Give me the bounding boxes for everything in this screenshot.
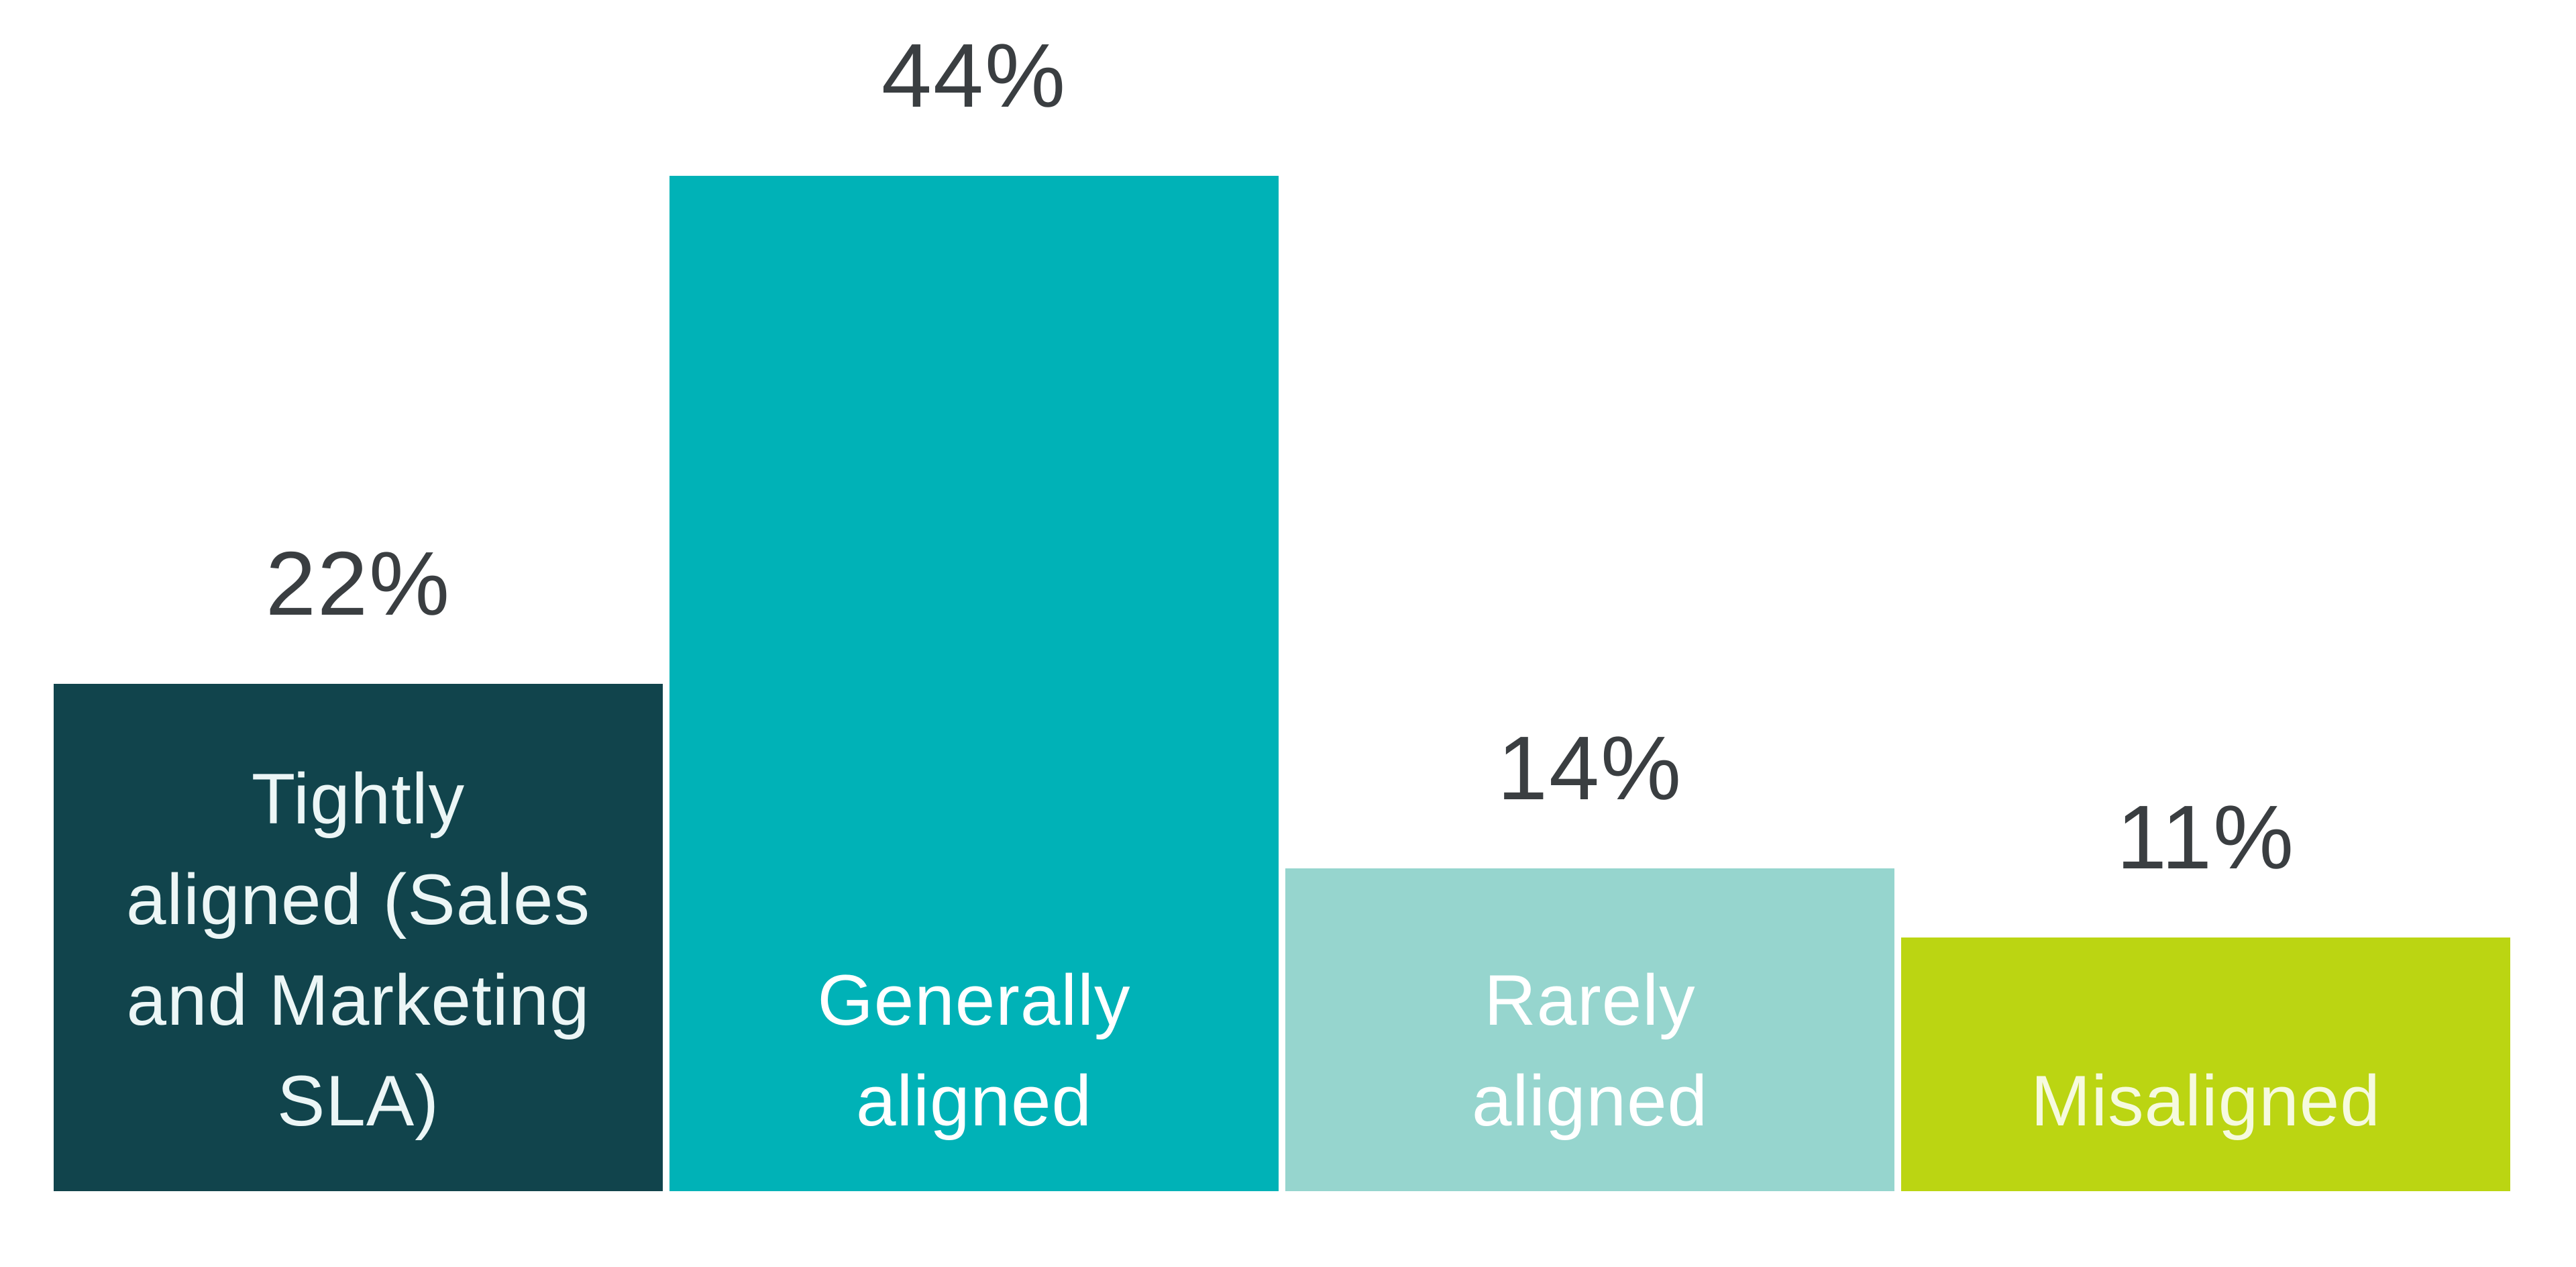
- value-label-misaligned: 11%: [2116, 787, 2296, 888]
- bar-rarely-aligned: Rarely aligned: [1285, 868, 1894, 1191]
- bar-misaligned: Misaligned: [1901, 937, 2510, 1191]
- bar-category-label: Tightly aligned (Sales and Marketing SLA…: [125, 758, 591, 1141]
- bar-category-label: Rarely aligned: [1471, 960, 1709, 1141]
- bar-category-label: Misaligned: [2031, 1060, 2381, 1141]
- value-label-generally-aligned: 44%: [881, 25, 1067, 126]
- bar-tightly-aligned-sales-marketing-sla: Tightly aligned (Sales and Marketing SLA…: [54, 684, 663, 1191]
- value-label-tightly-aligned: 22%: [265, 533, 451, 634]
- bar-category-label: Generally aligned: [817, 960, 1131, 1141]
- bar-generally-aligned: Generally aligned: [669, 176, 1279, 1191]
- value-label-rarely-aligned: 14%: [1497, 717, 1683, 819]
